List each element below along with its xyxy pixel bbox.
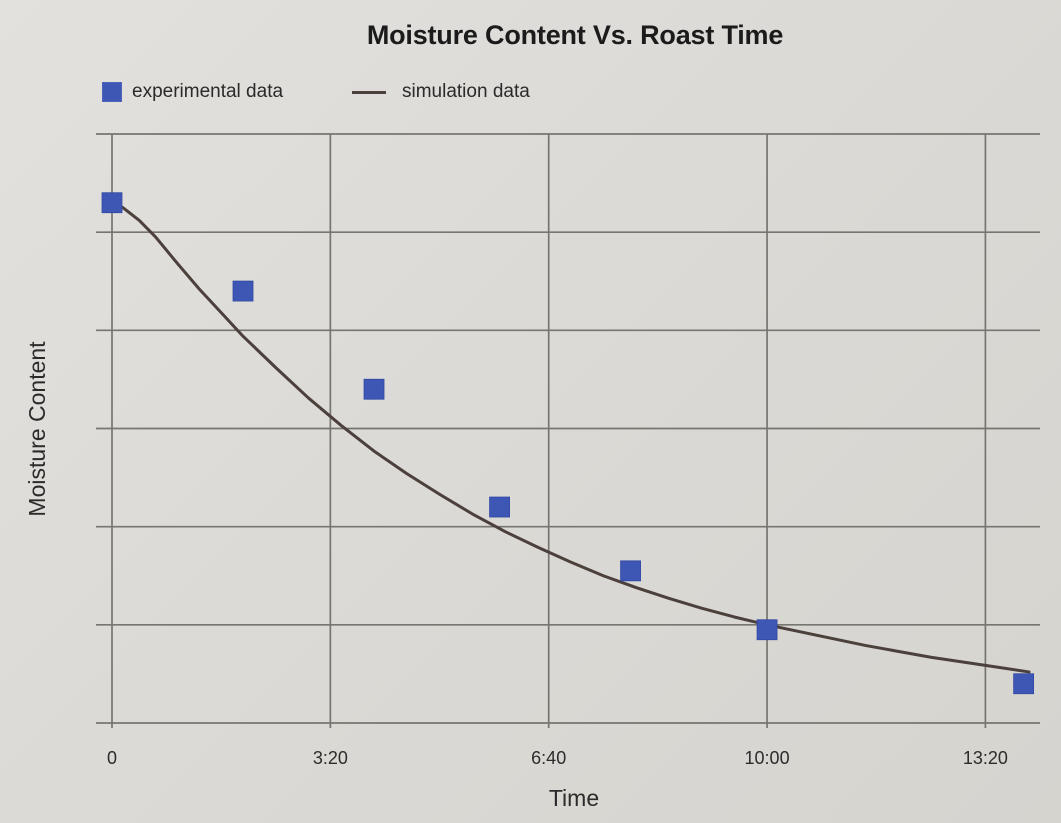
x-tick-label: 3:20: [313, 748, 348, 768]
legend-label-simulation-data: simulation data: [402, 81, 530, 102]
experimental-data-point: [101, 192, 123, 214]
x-tick-label: 13:20: [963, 748, 1008, 768]
x-tick-label: 0: [107, 748, 117, 768]
experimental-data-point: [1013, 673, 1035, 695]
x-axis-title: Time: [549, 785, 599, 811]
legend-item-simulation-data: simulation data: [352, 78, 530, 106]
legend-item-experimental-data: experimental data: [102, 78, 283, 106]
legend-marker-experimental-data: [102, 82, 122, 102]
experimental-data-point: [489, 496, 510, 518]
chart-legend: experimental data simulation data: [102, 78, 622, 106]
experimental-data-point: [620, 560, 641, 582]
chart-title: Moisture Content Vs. Roast Time: [366, 20, 784, 50]
label-layer: 0 3:20 6:40 10:00 13:20 Time Moisture Content: [24, 341, 1008, 811]
experimental-data-point: [756, 619, 778, 641]
line-layer: [110, 201, 1031, 674]
legend-label-experimental-data: experimental data: [132, 81, 284, 102]
x-tick-label: 10:00: [745, 748, 790, 768]
point-layer: [101, 192, 1035, 695]
simulation-data-line: [110, 201, 1031, 674]
y-axis-title: Moisture Content: [24, 341, 50, 517]
experimental-data-point: [232, 280, 254, 302]
legend-marker-simulation-data: [352, 90, 386, 94]
x-tick-label: 6:40: [531, 748, 566, 768]
experimental-data-point: [363, 378, 385, 400]
grid-layer: [96, 133, 1040, 728]
